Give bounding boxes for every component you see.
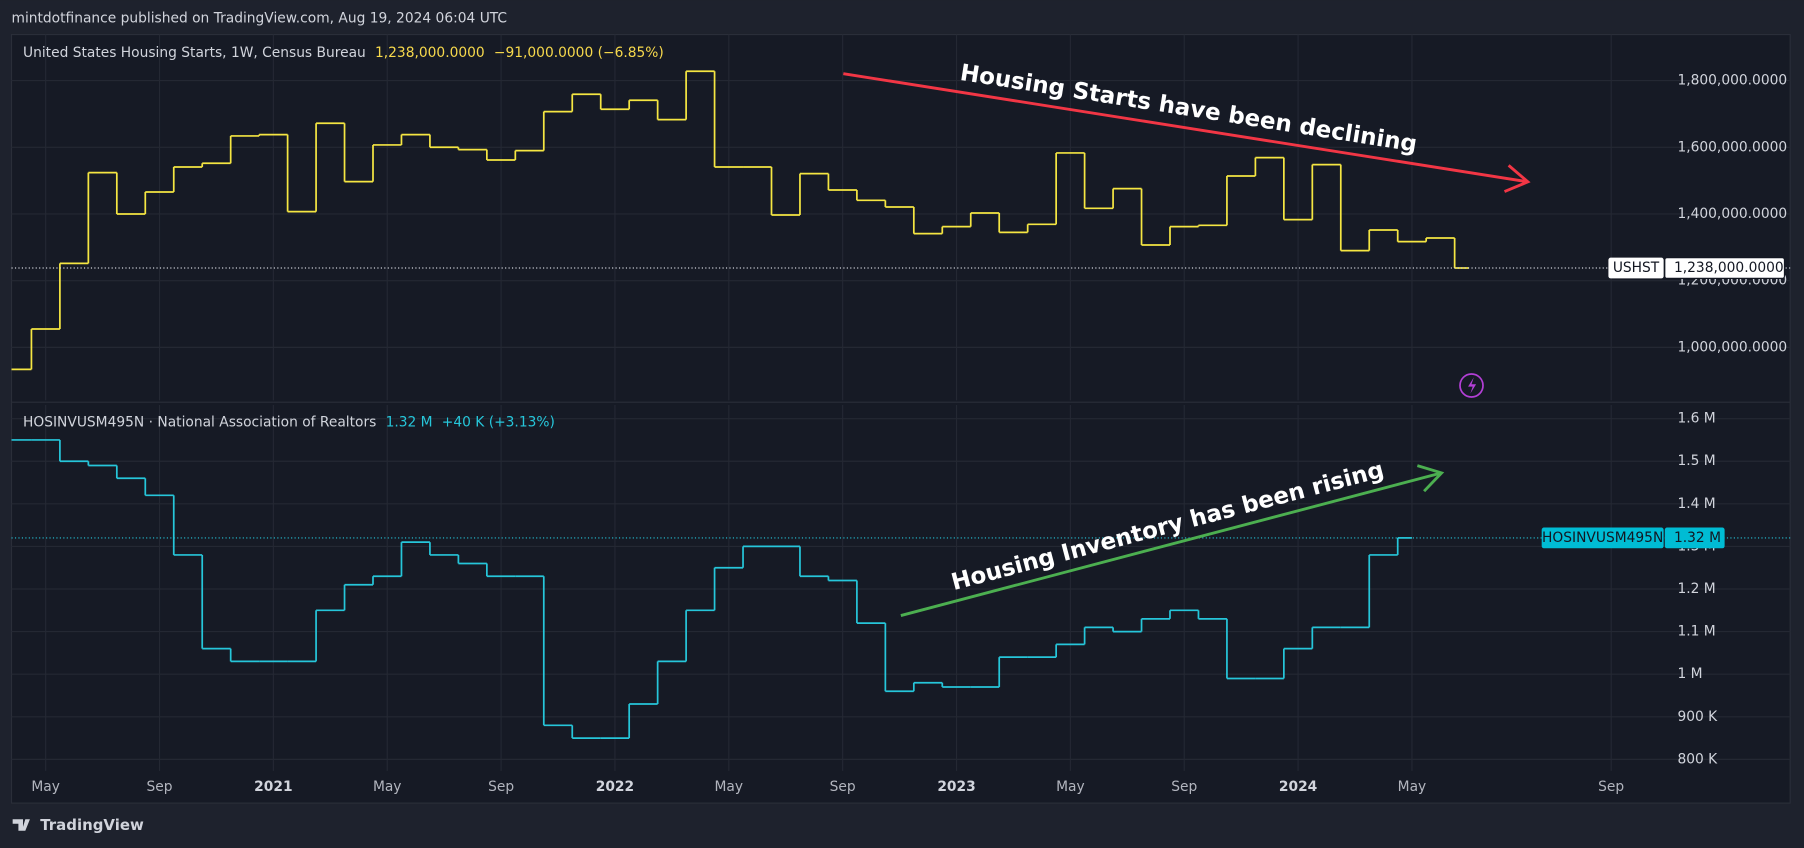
trend-arrow — [843, 72, 1529, 184]
x-tick-label: May — [1398, 779, 1427, 795]
alert-bolt — [1468, 377, 1477, 394]
x-tick-label: 2021 — [254, 779, 292, 795]
y-tick-label: 1,000,000.0000 — [1677, 339, 1787, 355]
y-tick-label: 1.5 M — [1677, 453, 1715, 469]
trend-arrow-head — [1416, 464, 1445, 493]
last-value-label: 1.32 M — [1674, 530, 1721, 546]
x-tick-label: 2024 — [1279, 779, 1317, 795]
x-tick-label: 2022 — [596, 779, 634, 795]
trend-arrow-head — [1503, 164, 1531, 193]
series-last-value: 1,238,000.0000 — [375, 45, 485, 61]
badge-box — [1541, 527, 1664, 549]
y-tick-label: 800 K — [1677, 751, 1718, 767]
brand: TradingView — [40, 816, 144, 834]
x-tick-label: Sep — [830, 779, 856, 795]
y-tick-label: 900 K — [1677, 709, 1718, 725]
alert-icon — [1459, 373, 1484, 398]
last-value-box — [1664, 527, 1725, 549]
x-tick-label: 2023 — [937, 779, 975, 795]
series-last-value: 1.32 M — [386, 414, 433, 430]
series-change: +40 K (+3.13%) — [442, 414, 555, 430]
series-title: HOSINVUSM495N · National Association of … — [23, 414, 376, 430]
badge-label: USHST — [1613, 260, 1660, 276]
y-tick-label: 1,600,000.0000 — [1677, 139, 1787, 155]
byline: mintdotfinance published on TradingView.… — [12, 10, 508, 26]
x-tick-label: May — [373, 779, 402, 795]
y-tick-label: 1,800,000.0000 — [1677, 73, 1787, 89]
trend-arrow — [900, 471, 1442, 617]
x-tick-label: Sep — [147, 779, 173, 795]
last-value-label: 1,238,000.0000 — [1674, 260, 1784, 276]
tv-logo — [12, 819, 30, 831]
x-tick-label: Sep — [488, 779, 514, 795]
x-tick-label: May — [1056, 779, 1085, 795]
series-change: −91,000.0000 (−6.85%) — [494, 45, 664, 61]
y-tick-label: 1,400,000.0000 — [1677, 206, 1787, 222]
badge-label: HOSINVUSM495N — [1542, 530, 1663, 546]
x-tick-label: May — [31, 779, 60, 795]
x-tick-label: Sep — [1598, 779, 1624, 795]
badge-box — [1608, 257, 1664, 279]
y-tick-label: 1 M — [1677, 666, 1702, 682]
series-title: United States Housing Starts, 1W, Census… — [23, 45, 366, 61]
last-value-box — [1664, 257, 1786, 279]
y-tick-label: 1.1 M — [1677, 624, 1715, 640]
y-tick-label: 1.6 M — [1677, 411, 1715, 427]
y-tick-label: 1.4 M — [1677, 496, 1715, 512]
y-tick-label: 1.2 M — [1677, 581, 1715, 597]
x-tick-label: May — [715, 779, 744, 795]
x-tick-label: Sep — [1171, 779, 1197, 795]
